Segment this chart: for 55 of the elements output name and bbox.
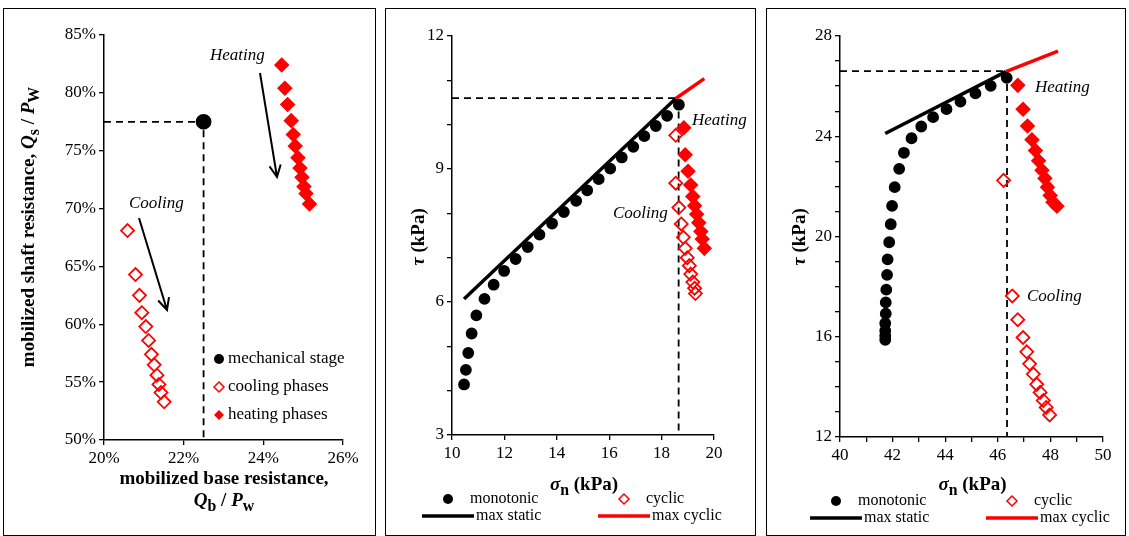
x-tick-label: 42: [884, 444, 902, 464]
y-tick-label: 65%: [64, 255, 96, 275]
x-tick-label: 40: [831, 444, 849, 464]
annotation: Heating: [691, 110, 747, 130]
x-tick-label: 44: [936, 444, 955, 464]
y-tick-label: 55%: [64, 371, 96, 391]
y-tick-label: 28: [815, 25, 832, 45]
y-tick-label: 24: [815, 125, 833, 145]
x-tick-label: 18: [653, 442, 671, 462]
x-tick-label: 20%: [88, 447, 120, 467]
x-tick-label: 20: [705, 442, 723, 462]
legend-label: cooling phases: [228, 376, 329, 396]
y-axis-title: τ (kPa): [788, 208, 810, 266]
x-tick-label: 14: [548, 442, 566, 462]
x-tick-label: 10: [443, 442, 461, 462]
x-tick-label: 48: [1041, 444, 1059, 464]
y-tick-label: 9: [435, 158, 444, 178]
y-tick-label: 12: [815, 426, 832, 446]
legend-label: max static: [864, 508, 930, 526]
y-tick-label: 70%: [64, 198, 96, 218]
annotation: Heating: [1034, 77, 1090, 97]
annotation: Cooling: [1027, 286, 1082, 306]
legend-label: cyclic: [1034, 491, 1073, 510]
y-tick-label: 16: [815, 326, 832, 346]
y-tick-label: 12: [427, 25, 444, 45]
legend-label: monotonic: [470, 489, 539, 507]
legend-label: cyclic: [646, 489, 685, 508]
x-tick-label: 12: [495, 442, 513, 462]
x-tick-label: 16: [600, 442, 618, 462]
x-tick-label: 26%: [327, 447, 359, 467]
y-axis-title: τ (kPa): [407, 208, 429, 266]
x-tick-label: 50: [1094, 444, 1112, 464]
legend-label: heating phases: [228, 404, 328, 424]
legend-label: monotonic: [858, 491, 927, 509]
legend-label: max cyclic: [652, 506, 722, 525]
x-axis-title: σ$_{n}$ (kPa): [938, 473, 1007, 498]
x-tick-label: 22%: [168, 447, 200, 467]
y-tick-label: 85%: [64, 24, 96, 44]
legend-label: max static: [476, 506, 542, 524]
y-tick-label: 20: [815, 225, 832, 245]
y-tick-label: 6: [435, 291, 444, 311]
y-tick-label: 75%: [64, 140, 96, 160]
x-tick-label: 46: [989, 444, 1007, 464]
y-tick-label: 60%: [64, 313, 96, 333]
x-axis-title: σ$_{n}$ (kPa): [549, 473, 619, 498]
legend-label: mechanical stage: [228, 348, 345, 368]
y-tick-label: 80%: [64, 82, 96, 102]
y-tick-label: 50%: [64, 429, 96, 449]
y-tick-label: 3: [435, 424, 444, 444]
x-tick-label: 24%: [247, 447, 279, 467]
annotation: Cooling: [613, 203, 668, 223]
x-axis-title: mobilized base resistance, Q$_{b}$ / P$_{w}$: [118, 467, 330, 516]
legend-label: max cyclic: [1040, 508, 1110, 527]
annotation: Heating: [209, 45, 265, 65]
annotation: Cooling: [129, 193, 184, 213]
